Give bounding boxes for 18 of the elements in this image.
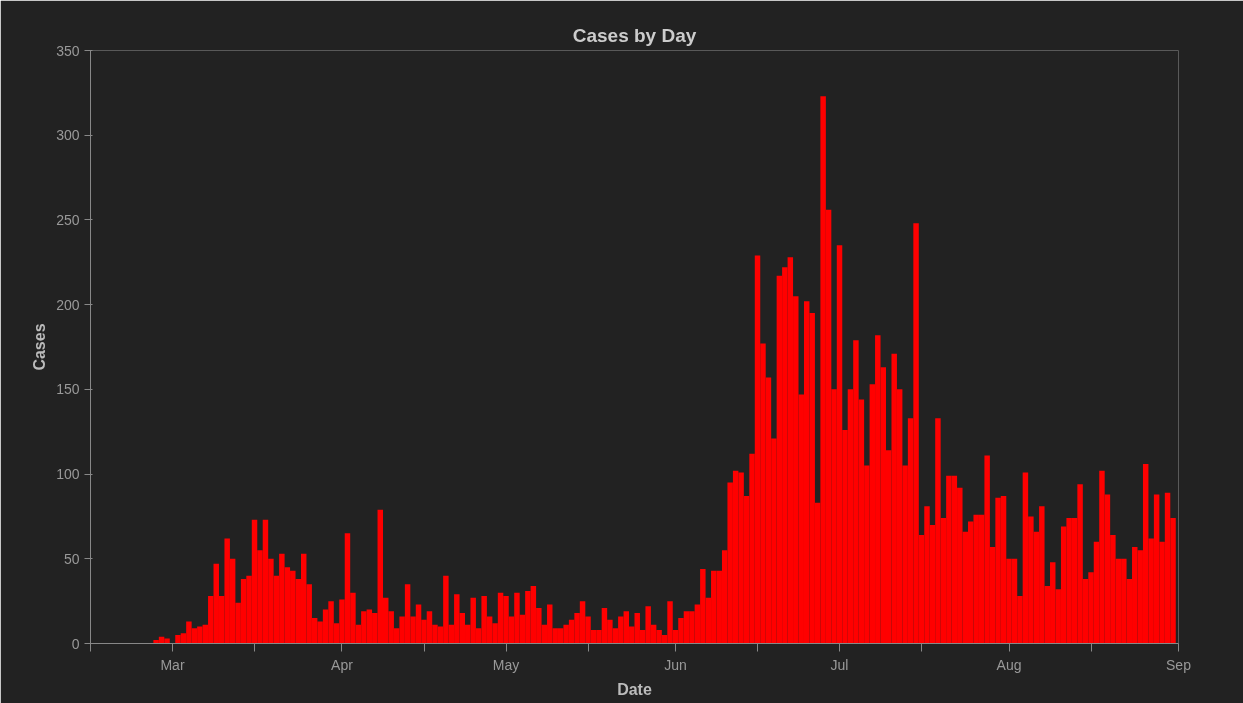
x-tick-label: Jun [664,656,687,673]
x-tick-label: Sep [1166,656,1192,673]
x-tick-label: May [492,656,520,673]
y-tick-label: 300 [56,127,80,144]
y-tick-label: 0 [71,635,80,652]
x-tick-label: Apr [331,656,354,673]
y-tick-label: 100 [56,466,80,483]
y-tick-label: 200 [56,296,80,313]
x-axis-title: Date [617,680,652,698]
y-tick-label: 350 [56,42,80,59]
chart-title: Cases by Day [572,24,697,46]
x-tick-label: Mar [160,656,185,673]
y-axis-title: Cases [31,323,49,371]
x-tick-label: Jul [830,656,849,673]
y-tick-label: 150 [56,381,80,398]
y-tick-label: 50 [63,550,80,567]
x-tick-label: Aug [996,656,1022,673]
y-tick-label: 250 [56,211,80,228]
